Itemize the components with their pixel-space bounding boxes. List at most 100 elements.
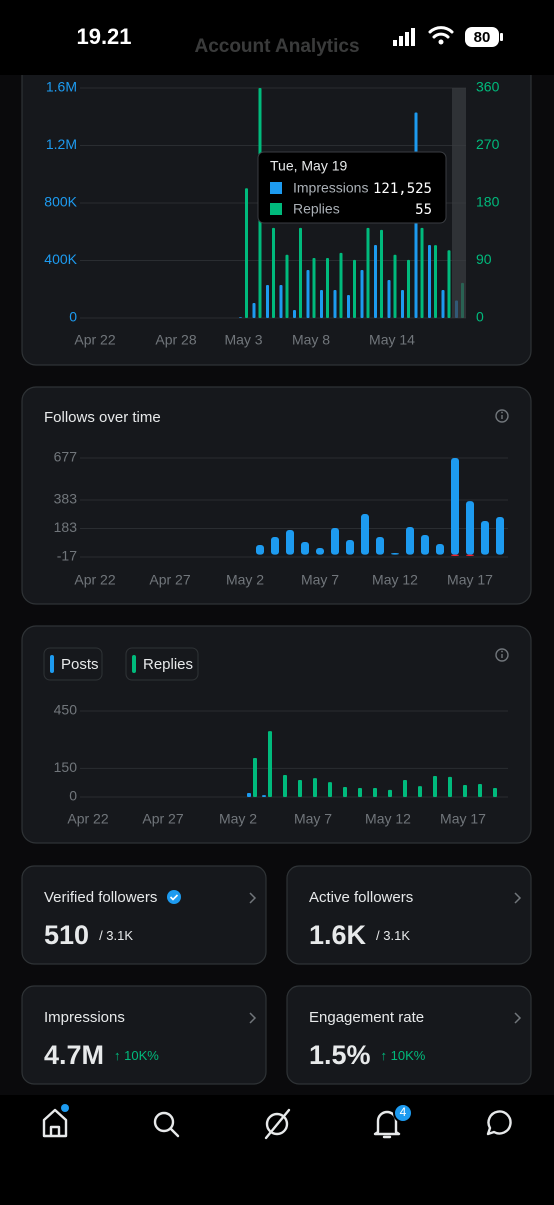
legend-swatch	[50, 655, 54, 673]
scrollbar	[452, 88, 466, 318]
x-tick-label: Apr 22	[74, 572, 115, 588]
tooltip: Tue, May 19 Impressions 121,525 Replies …	[257, 151, 447, 224]
y-tick-label: 400K	[44, 251, 77, 267]
notification-badge	[393, 1103, 413, 1123]
wifi-dot	[438, 39, 444, 45]
notifications-icon[interactable]	[373, 1110, 401, 1139]
x-tick-label: Apr 22	[67, 811, 108, 827]
bar	[331, 528, 339, 555]
y2-tick-label: 180	[476, 194, 500, 210]
x-tick-label: May 3	[224, 332, 262, 348]
bar	[433, 775, 437, 797]
bar	[380, 229, 383, 318]
bar	[436, 544, 444, 555]
bar	[466, 501, 474, 555]
bar	[353, 259, 356, 318]
follows-card	[21, 386, 532, 605]
info-icon[interactable]	[495, 648, 509, 662]
stat-card[interactable]	[21, 865, 267, 965]
stat-number: 1.5%	[309, 1040, 371, 1070]
bar	[376, 537, 384, 555]
search-icon[interactable]	[153, 1111, 180, 1138]
x-tick-label: May 2	[226, 572, 264, 588]
bar	[283, 775, 287, 797]
verified-badge	[167, 890, 181, 904]
battery-level: 80	[474, 29, 491, 46]
stat-number: 4.7M	[44, 1040, 104, 1070]
bar	[401, 289, 404, 318]
legend-label: Posts	[61, 656, 99, 673]
info-icon[interactable]	[495, 409, 509, 423]
bar	[306, 269, 310, 318]
battery-tip	[500, 33, 503, 41]
y2-tick-label: 270	[476, 136, 500, 152]
bar	[466, 554, 474, 557]
bar	[339, 252, 343, 318]
y-tick-label: 183	[54, 519, 78, 535]
y-tick-label: 677	[54, 449, 78, 465]
bar	[313, 778, 317, 797]
chevron	[249, 892, 257, 904]
x-tick-label: May 12	[365, 811, 411, 827]
bar	[298, 779, 302, 797]
bottom-nav	[0, 1095, 554, 1200]
x-tick-label: May 12	[372, 572, 418, 588]
messages-icon[interactable]	[486, 1110, 512, 1136]
bar	[374, 244, 377, 318]
y-tick-label: 150	[54, 759, 78, 775]
bar	[326, 257, 329, 318]
bar	[496, 517, 504, 555]
legend-swatch	[132, 655, 136, 673]
legend-label: Replies	[143, 656, 193, 673]
bar	[293, 309, 296, 318]
tooltip-date: Tue, May 19	[270, 158, 348, 174]
stat-value: 1.5% ↑ 10K%	[309, 1040, 426, 1070]
home-icon[interactable]	[42, 1108, 68, 1138]
bar	[256, 545, 264, 555]
bar	[271, 537, 279, 555]
bar	[391, 553, 399, 555]
bar	[366, 227, 370, 318]
bar	[387, 280, 391, 318]
y2-tick-label: 0	[476, 309, 484, 325]
bar	[301, 542, 309, 555]
stat-sub: ↑ 10K%	[114, 1048, 159, 1063]
stat-sub: / 3.1K	[376, 928, 410, 943]
stat-value: 4.7M ↑ 10K%	[44, 1040, 159, 1070]
stat-card[interactable]	[286, 985, 532, 1085]
bar	[447, 250, 451, 318]
legend-button[interactable]	[43, 647, 103, 681]
y-tick-label: -17	[57, 548, 77, 564]
grok-icon[interactable]	[264, 1108, 291, 1140]
legend-button[interactable]	[125, 647, 199, 681]
y-tick-label: 0	[69, 309, 77, 325]
tooltip-swatch	[270, 203, 282, 215]
bar	[343, 787, 347, 797]
stat-card[interactable]	[21, 985, 267, 1085]
y2-tick-label: 90	[476, 251, 492, 267]
bar	[347, 295, 350, 318]
tooltip-label: Impressions	[293, 180, 368, 196]
stat-title: Verified followers	[44, 889, 157, 906]
y-tick-label: 1.6M	[46, 79, 77, 95]
bar	[316, 548, 324, 555]
bar	[451, 554, 459, 557]
bar	[421, 535, 429, 555]
chart-title: Follows over time	[44, 409, 161, 426]
bar	[403, 779, 407, 797]
bar	[388, 789, 392, 797]
x-tick-label: May 8	[292, 332, 330, 348]
bar	[239, 317, 242, 318]
y2-tick-label: 360	[476, 79, 500, 95]
bar	[266, 284, 269, 318]
stat-title: Impressions	[44, 1009, 125, 1026]
bar	[320, 289, 323, 318]
stat-value: 510 / 3.1K	[44, 920, 133, 950]
x-tick-label: May 17	[440, 811, 486, 827]
stat-card[interactable]	[286, 865, 532, 965]
bar	[252, 303, 256, 318]
chevron	[514, 1012, 522, 1024]
x-tick-label: May 7	[294, 811, 332, 827]
bar	[373, 788, 377, 797]
